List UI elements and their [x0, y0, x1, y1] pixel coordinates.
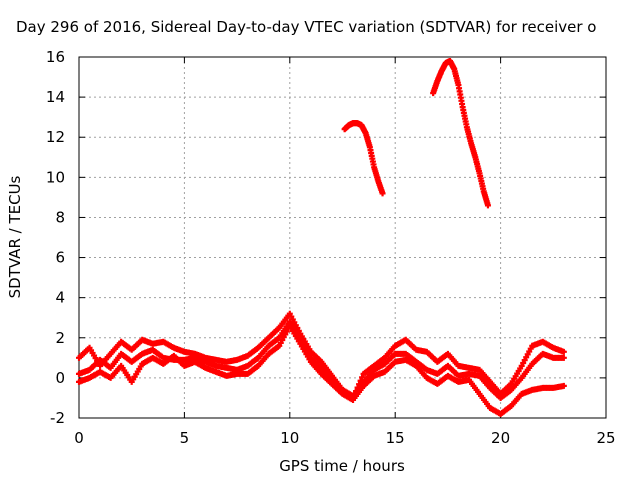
- data-point: [560, 348, 567, 355]
- series-arc-2: [430, 58, 491, 209]
- data-marks: [76, 58, 567, 417]
- y-tick-label: 14: [46, 88, 65, 106]
- x-tick-label: 5: [180, 429, 190, 447]
- y-tick-label: 8: [55, 208, 65, 226]
- x-tick-label: 25: [596, 429, 615, 447]
- data-point: [379, 190, 386, 197]
- y-tick-label: 4: [55, 289, 65, 307]
- tick-labels: 0 5 10 15 20 25 -2 0 2 4 6 8 10 12 14 16: [46, 48, 616, 447]
- data-point: [484, 202, 491, 209]
- y-tick-label: 16: [46, 48, 65, 66]
- x-tick-label: 15: [386, 429, 405, 447]
- y-tick-label: 2: [55, 329, 65, 347]
- y-tick-label: 0: [55, 369, 65, 387]
- series-arc-1: [341, 120, 386, 197]
- series-lower-band: [76, 322, 567, 417]
- y-axis-title: SDTVAR / TECUs: [6, 175, 24, 298]
- x-tick-label: 0: [74, 429, 84, 447]
- y-tick-label: 6: [55, 249, 65, 267]
- plot-frame: [78, 56, 607, 419]
- series-upper-band: [76, 310, 567, 401]
- data-point: [560, 354, 567, 361]
- series-middle-band: [76, 318, 567, 401]
- y-tick-label: 10: [46, 168, 65, 186]
- y-tick-label: 12: [46, 128, 65, 146]
- x-tick-label: 20: [491, 429, 510, 447]
- x-axis-title: GPS time / hours: [279, 457, 405, 475]
- data-point: [560, 382, 567, 389]
- y-tick-label: -2: [50, 409, 65, 427]
- x-tick-label: 10: [280, 429, 299, 447]
- chart-title: Day 296 of 2016, Sidereal Day-to-day VTE…: [16, 18, 596, 36]
